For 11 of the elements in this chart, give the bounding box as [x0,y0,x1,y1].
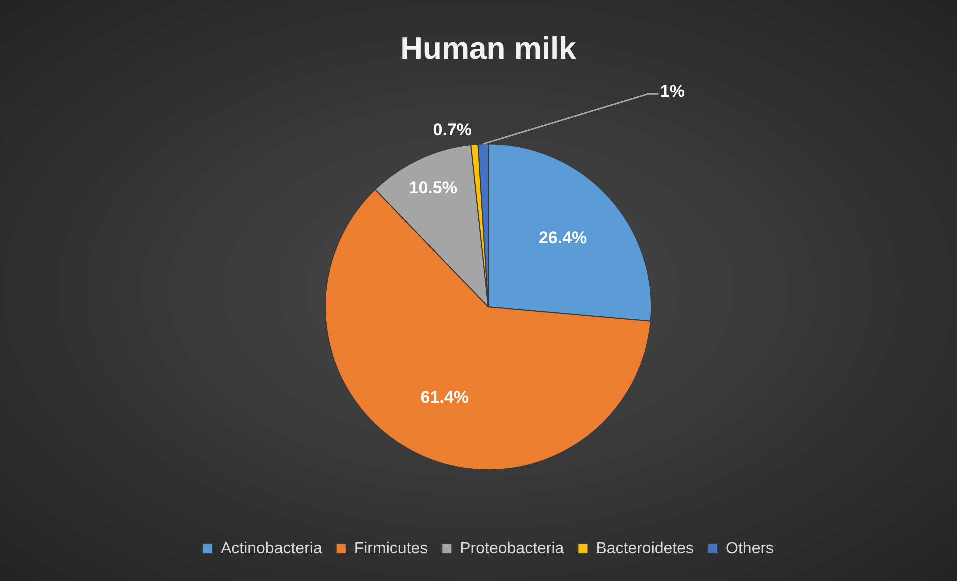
legend-label: Bacteroidetes [596,540,694,558]
data-label: 1% [660,82,685,101]
data-label: 10.5% [409,178,458,198]
legend-label: Others [726,540,774,558]
legend-label: Firmicutes [354,540,428,558]
data-label: 0.7% [433,120,472,140]
data-label: 61.4% [420,388,469,407]
chart-title: Human milk [400,31,578,66]
legend-label: Proteobacteria [460,540,564,558]
legend-label: Actinobacteria [220,540,322,558]
data-label: 26.4% [538,228,588,248]
